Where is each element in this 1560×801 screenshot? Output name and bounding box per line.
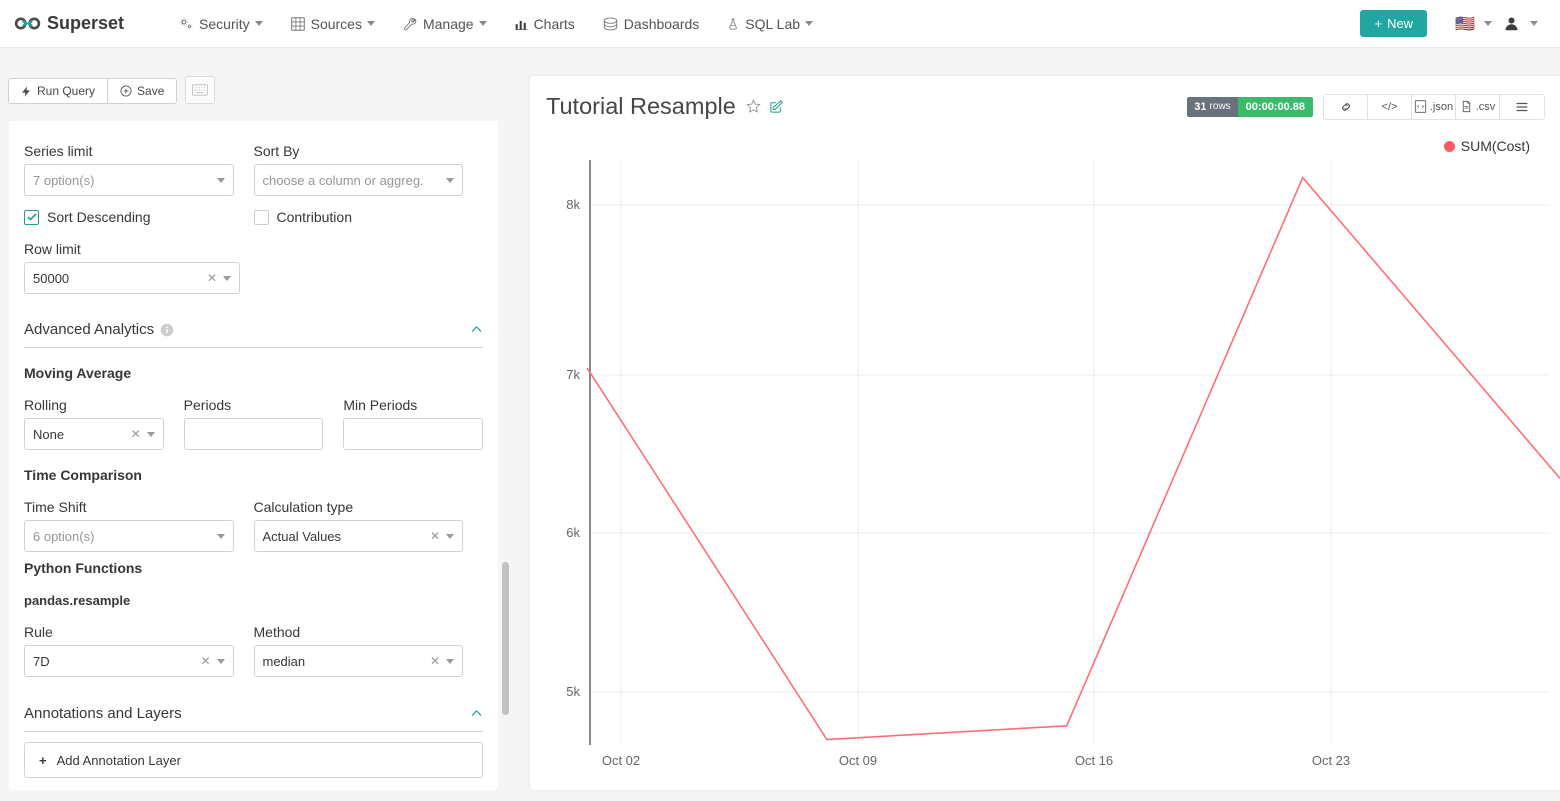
svg-text:5k: 5k: [566, 684, 580, 699]
svg-text:7k: 7k: [566, 367, 580, 382]
svg-text:Oct 09: Oct 09: [839, 753, 877, 768]
svg-text:6k: 6k: [566, 525, 580, 540]
svg-text:Oct 16: Oct 16: [1075, 753, 1113, 768]
svg-text:Oct 23: Oct 23: [1312, 753, 1350, 768]
svg-text:Oct 02: Oct 02: [602, 753, 640, 768]
svg-text:8k: 8k: [566, 197, 580, 212]
